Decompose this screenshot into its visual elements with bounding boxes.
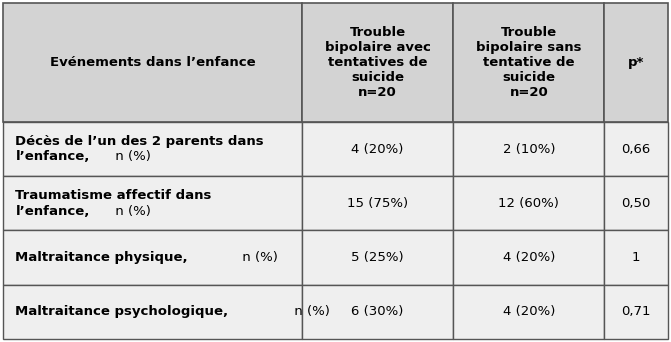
Bar [453, 122, 605, 176]
Text: Evénements dans l’enfance: Evénements dans l’enfance [50, 56, 256, 69]
Text: 12 (60%): 12 (60%) [499, 197, 559, 210]
Text: Trouble
bipolaire avec
tentatives de
suicide
n=20: Trouble bipolaire avec tentatives de sui… [325, 26, 431, 100]
Text: l’enfance,: l’enfance, [15, 150, 90, 163]
Bar [453, 231, 605, 285]
Text: n (%): n (%) [111, 150, 151, 163]
Text: p*: p* [628, 56, 644, 69]
Text: Décès de l’un des 2 parents dans: Décès de l’un des 2 parents dans [15, 135, 264, 148]
Bar [605, 122, 668, 176]
Text: 4 (20%): 4 (20%) [503, 251, 555, 264]
Text: Trouble
bipolaire sans
tentative de
suicide
n=20: Trouble bipolaire sans tentative de suic… [476, 26, 582, 100]
Text: 15 (75%): 15 (75%) [347, 197, 408, 210]
Bar [453, 285, 605, 339]
Bar [3, 285, 302, 339]
Bar [3, 122, 302, 176]
Text: 2 (10%): 2 (10%) [503, 143, 555, 156]
Text: 5 (25%): 5 (25%) [352, 251, 404, 264]
Text: 4 (20%): 4 (20%) [503, 305, 555, 318]
Text: 0,71: 0,71 [621, 305, 651, 318]
Bar [302, 231, 453, 285]
Bar [605, 231, 668, 285]
Text: 0,66: 0,66 [621, 143, 651, 156]
Text: Maltraitance physique,: Maltraitance physique, [15, 251, 188, 264]
Bar [3, 176, 302, 231]
Bar [302, 285, 453, 339]
Bar [453, 176, 605, 231]
Bar [453, 3, 605, 122]
Text: 0,50: 0,50 [621, 197, 651, 210]
Text: 4 (20%): 4 (20%) [352, 143, 404, 156]
Bar [302, 122, 453, 176]
Text: l’enfance,: l’enfance, [15, 205, 90, 218]
Bar [605, 176, 668, 231]
Text: n (%): n (%) [238, 251, 278, 264]
Text: Maltraitance psychologique,: Maltraitance psychologique, [15, 305, 229, 318]
Bar [605, 3, 668, 122]
Text: Traumatisme affectif dans: Traumatisme affectif dans [15, 189, 212, 202]
Bar [605, 285, 668, 339]
Text: n (%): n (%) [111, 205, 151, 218]
Bar [3, 3, 302, 122]
Bar [3, 231, 302, 285]
Bar [302, 176, 453, 231]
Text: 6 (30%): 6 (30%) [352, 305, 404, 318]
Bar [302, 3, 453, 122]
Text: 1: 1 [632, 251, 640, 264]
Text: n (%): n (%) [291, 305, 330, 318]
